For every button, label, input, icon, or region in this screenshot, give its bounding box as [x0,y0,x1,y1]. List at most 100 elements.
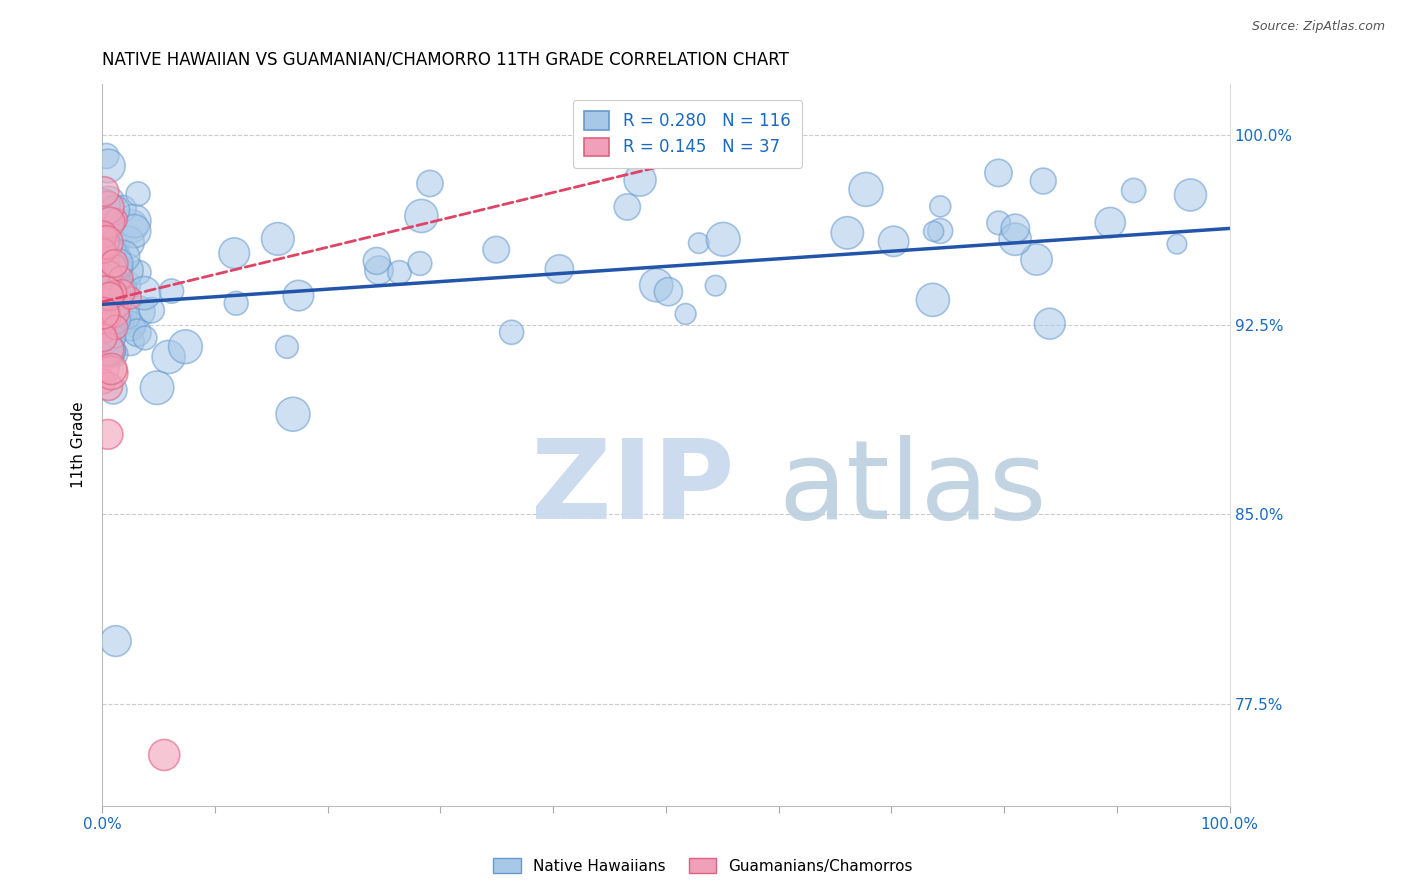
Point [675,307,697,321]
Point [96,292,118,306]
Point [153,747,176,762]
Point [104,260,127,274]
Point [104,320,127,334]
Point [1180,188,1202,202]
Point [91,264,114,278]
Point [93,185,115,199]
Point [276,340,298,354]
Point [94,244,117,258]
Point [409,256,432,270]
Point [108,283,131,297]
Point [100,362,122,376]
Point [141,303,163,318]
Point [111,285,134,300]
Point [921,293,943,307]
Point [97,341,120,355]
Point [987,216,1010,230]
Point [98,329,121,343]
Point [134,331,156,345]
Point [97,265,120,279]
Point [132,286,155,301]
Point [657,285,679,299]
Point [160,284,183,298]
Point [103,256,125,270]
Point [97,195,120,210]
Point [105,238,128,252]
Point [100,340,122,354]
Point [97,343,120,357]
Point [112,318,135,332]
Point [120,334,142,349]
Point [1122,184,1144,198]
Point [120,291,142,305]
Point [1032,174,1054,188]
Point [96,235,118,250]
Point [103,244,125,258]
Text: NATIVE HAWAIIAN VS GUAMANIAN/CHAMORRO 11TH GRADE CORRELATION CHART: NATIVE HAWAIIAN VS GUAMANIAN/CHAMORRO 11… [103,51,789,69]
Point [117,310,139,324]
Point [616,200,638,214]
Point [97,159,120,173]
Point [127,186,149,201]
Point [105,290,128,304]
Point [91,362,114,376]
Point [883,235,905,249]
Point [91,282,114,296]
Point [91,334,114,348]
Point [103,384,125,398]
Point [281,407,304,421]
Point [93,235,115,250]
Point [98,343,121,358]
Point [1039,317,1062,331]
Point [93,244,115,258]
Point [987,166,1010,180]
Point [98,309,121,323]
Point [101,283,124,297]
Point [157,350,180,364]
Point [225,296,247,310]
Point [1004,232,1026,246]
Point [107,256,129,270]
Text: Source: ZipAtlas.com: Source: ZipAtlas.com [1251,20,1385,33]
Point [98,215,121,229]
Point [96,149,118,163]
Point [112,250,135,264]
Point [122,214,145,228]
Point [94,283,117,297]
Point [104,295,127,310]
Point [104,285,127,300]
Point [100,244,122,259]
Point [1099,215,1122,229]
Point [104,634,127,648]
Point [111,260,134,275]
Point [98,344,121,359]
Text: ZIP: ZIP [530,434,734,541]
Point [94,317,117,331]
Point [91,233,114,247]
Point [368,263,391,277]
Point [105,212,128,227]
Point [922,224,945,238]
Point [100,366,122,380]
Point [104,312,127,326]
Point [96,201,118,215]
Point [94,293,117,307]
Point [94,285,117,300]
Point [628,173,651,187]
Point [104,306,127,320]
Point [96,252,118,267]
Y-axis label: 11th Grade: 11th Grade [72,401,86,488]
Legend: R = 0.280   N = 116, R = 0.145   N = 37: R = 0.280 N = 116, R = 0.145 N = 37 [572,100,803,168]
Point [97,379,120,393]
Point [645,278,668,293]
Point [929,199,952,213]
Point [1166,237,1188,252]
Point [104,347,127,361]
Point [91,286,114,301]
Point [501,326,523,340]
Point [104,330,127,344]
Point [104,280,127,294]
Point [91,254,114,268]
Point [97,427,120,442]
Point [267,232,290,246]
